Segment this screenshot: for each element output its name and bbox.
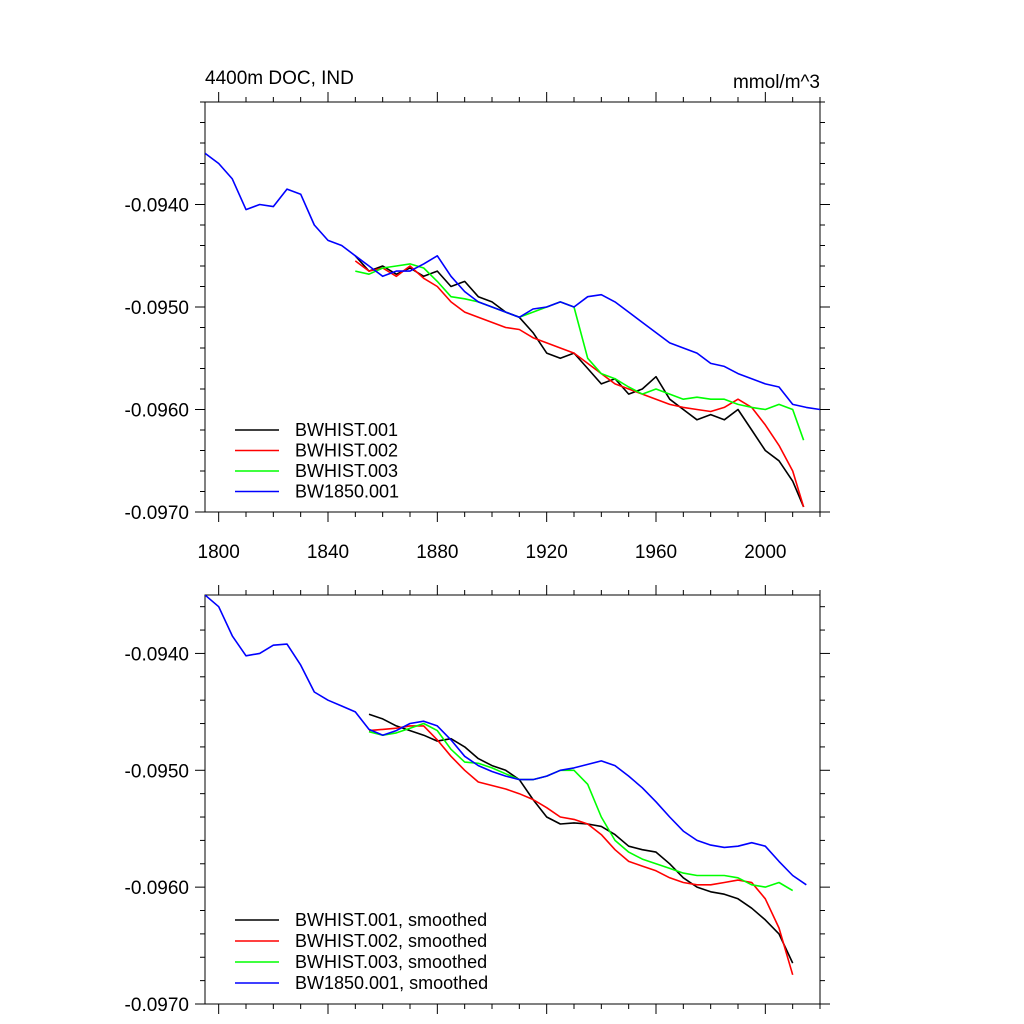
plot-frame	[204, 594, 821, 1005]
legend-label: BW1850.001, smoothed	[295, 973, 488, 993]
series-line	[368, 722, 794, 892]
series-line	[355, 263, 805, 441]
legend-label: BWHIST.003	[295, 461, 398, 481]
series-line	[354, 255, 805, 508]
bottom-chart-marks: -0.0940 -0.0950 -0.0960 -0.0970 BWHIST.001, …	[125, 585, 830, 1016]
series-line	[205, 595, 807, 886]
legend-label: BWHIST.003, smoothed	[295, 952, 487, 972]
y-tick-label: -0.0970	[125, 995, 189, 1016]
y-tick-label: -0.0950	[125, 761, 189, 782]
chart-units: mmol/m^3	[733, 72, 820, 93]
bottom-chart: -0.0940 -0.0950 -0.0960 -0.0970 BWHIST.001, …	[125, 585, 830, 1016]
y-tick-label: -0.0960	[125, 401, 189, 422]
chart-title: 4400m DOC, IND	[205, 68, 354, 89]
x-tick-label: 1920	[526, 542, 568, 563]
x-tick-label: 1880	[416, 542, 458, 563]
legend-label: BW1850.001	[295, 482, 399, 502]
x-tick-label: 1960	[635, 542, 677, 563]
y-tick-label: -0.0960	[125, 878, 189, 899]
series-line	[354, 260, 805, 508]
x-tick-label: 1800	[198, 542, 240, 563]
y-tick-label: -0.0970	[125, 503, 189, 524]
top-chart-marks: 1800 1840 1880 1920 1960 2000 -0.0940 -0.0950 -0…	[125, 92, 830, 563]
top-chart: 4400m DOC, IND mmol/m^3 1800 1840 1880 1920…	[125, 68, 830, 563]
x-tick-label: 1840	[307, 542, 349, 563]
legend-label: BWHIST.002	[295, 441, 398, 461]
series-line	[205, 152, 820, 411]
y-tick-label: -0.0940	[125, 196, 189, 217]
x-tick-label: 2000	[744, 542, 786, 563]
legend-label: BWHIST.001	[295, 420, 398, 440]
series-line	[368, 713, 794, 964]
y-tick-label: -0.0940	[125, 644, 189, 665]
legend-label: BWHIST.001, smoothed	[295, 910, 487, 930]
series-line	[368, 725, 794, 976]
legend-label: BWHIST.002, smoothed	[295, 931, 487, 951]
y-tick-label: -0.0950	[125, 298, 189, 319]
